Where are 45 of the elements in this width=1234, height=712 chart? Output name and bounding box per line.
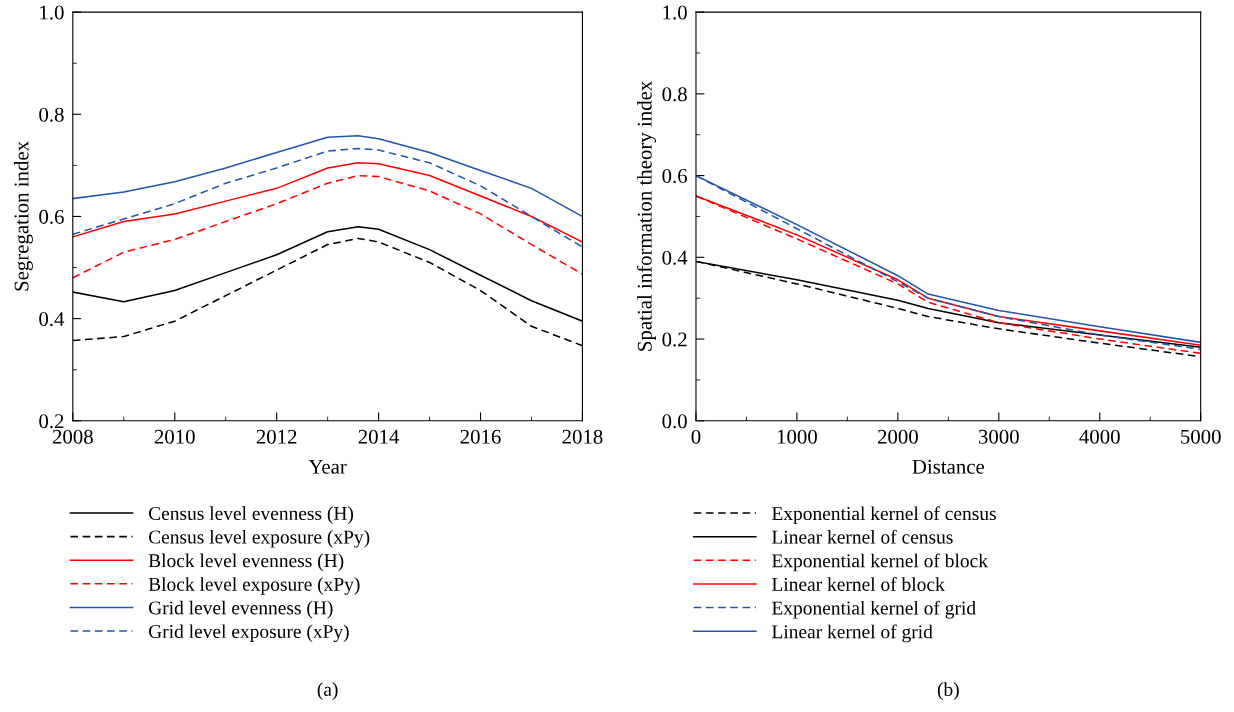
y-tick-label: 0.4	[39, 311, 65, 327]
x-tick-label: 2014	[358, 429, 400, 444]
y-tick-label: 0.0	[662, 414, 687, 429]
legend-label: Grid level evenness (H)	[148, 600, 333, 619]
text: (a)	[317, 682, 338, 700]
line-series	[72, 174, 583, 279]
x-tick-label: 0	[691, 429, 701, 444]
y-tick-label: 0.2	[39, 414, 64, 429]
x-tick-label: 2018	[562, 429, 603, 444]
x-tick-label: 2000	[877, 429, 918, 444]
y-tick-label: 1.0	[663, 5, 687, 20]
y-axis-title: Spatial information theory index	[636, 81, 657, 351]
legend-label: Linear kernel of block	[772, 577, 945, 591]
x-tick-label: 1000	[777, 429, 817, 444]
legend-label: Exponential kernel of census	[772, 506, 996, 525]
legend-label: Census level exposure (xPy)	[148, 529, 370, 548]
text: (b)	[937, 682, 959, 700]
legend-label: Block level evenness (H)	[148, 553, 344, 572]
y-axis-title: Segregation index	[13, 141, 33, 291]
line-series	[72, 134, 583, 218]
y-tick-label: 1.0	[40, 5, 64, 20]
x-tick-label: 5000	[1181, 429, 1221, 444]
x-tick-label: 4000	[1079, 429, 1120, 444]
x-tick-label: 2016	[460, 429, 501, 444]
legend-label: Block level exposure (xPy)	[148, 577, 360, 595]
y-tick-label: 0.8	[39, 107, 64, 122]
legend-label: Grid level exposure (xPy)	[148, 624, 349, 643]
y-tick-label: 0.6	[39, 209, 64, 224]
x-tick-label: 2010	[154, 429, 195, 444]
line-series	[72, 162, 583, 243]
x-axis-title: Year	[308, 459, 347, 474]
x-axis-title: Distance	[912, 459, 985, 474]
y-tick-label: 0.2	[662, 332, 687, 347]
y-tick-label: 0.4	[662, 250, 688, 265]
legend-label: Exponential kernel of grid	[772, 600, 976, 619]
legend-label: Exponential kernel of block	[772, 553, 988, 572]
y-tick-label: 0.8	[662, 87, 687, 102]
line-series	[72, 147, 583, 248]
x-tick-label: 2012	[256, 429, 297, 444]
x-tick-label: 2008	[52, 429, 93, 444]
x-tick-label: 3000	[978, 429, 1019, 444]
legend-label: Linear kernel of census	[772, 529, 953, 544]
y-tick-label: 0.6	[662, 168, 688, 184]
legend-label: Linear kernel of grid	[772, 624, 933, 643]
legend-label: Census level evenness (H)	[148, 506, 354, 524]
